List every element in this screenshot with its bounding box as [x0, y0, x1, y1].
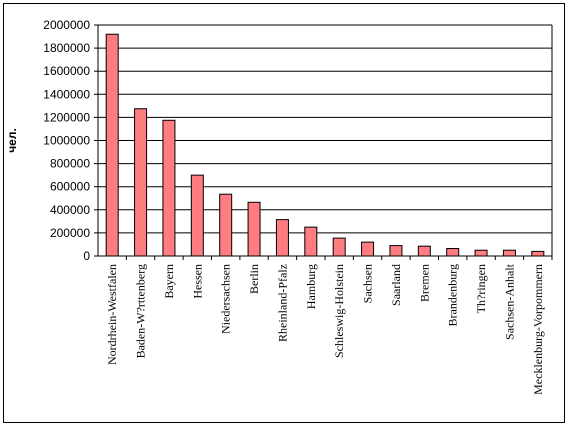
- bar: [502, 249, 516, 257]
- y-tick-label: 1600000: [43, 64, 90, 78]
- y-tick-label: 2000000: [43, 18, 90, 32]
- bar: [275, 219, 289, 257]
- x-tick-label: Th?ringen: [474, 264, 488, 313]
- bar: [134, 108, 148, 257]
- x-tick-label: Schleswig-Holstein: [332, 264, 346, 358]
- bar: [531, 250, 545, 257]
- bar: [361, 241, 375, 257]
- bars: [105, 33, 553, 260]
- x-tick-label: Hessen: [190, 264, 204, 299]
- y-tick-label: 400000: [50, 203, 90, 217]
- x-tick-label: Hamburg: [304, 264, 318, 309]
- x-tick-label: Sachsen: [361, 264, 375, 303]
- x-tick-label: Niedersachsen: [219, 264, 233, 334]
- y-tick-label: 1200000: [43, 110, 90, 124]
- x-tick-label: Baden-W?rttenberg: [134, 264, 148, 358]
- y-tick-label: 1000000: [43, 134, 90, 148]
- y-tick-label: 1800000: [43, 41, 90, 55]
- y-tick-label: 600000: [50, 180, 90, 194]
- bar: [304, 226, 318, 257]
- bar: [474, 249, 488, 257]
- x-tick-label: Sachsen-Anhalt: [502, 263, 516, 340]
- y-tick-label: 1400000: [43, 87, 90, 101]
- x-tick-label: Bremen: [417, 264, 431, 302]
- y-tick-label: 200000: [50, 226, 90, 240]
- x-tick-label: Rheinland-Pfalz: [275, 264, 289, 342]
- y-tick-label: 800000: [50, 157, 90, 171]
- chart-frame: [3, 3, 565, 423]
- bar: [105, 33, 119, 257]
- x-tick-label: Saarland: [389, 264, 403, 306]
- bar: [389, 245, 403, 257]
- x-tick-label: Mecklenburg-Vorpommern: [531, 264, 545, 395]
- x-tick-label: Bayern: [162, 264, 176, 299]
- bar: [417, 245, 431, 257]
- x-tick-label: Nordrhein-Westfalen: [105, 264, 119, 365]
- bar: [190, 174, 204, 257]
- bar: [332, 237, 346, 257]
- x-tick-label: Berlin: [247, 264, 261, 294]
- bar: [446, 247, 460, 257]
- y-tick-label: 0: [83, 249, 90, 263]
- bar: [219, 193, 233, 257]
- bar: [162, 119, 176, 257]
- x-tick-labels: Nordrhein-Westfalen Baden-W?rttenberg Baye…: [105, 263, 545, 395]
- x-tick-label: Brandenburg: [446, 264, 460, 326]
- bar: [247, 201, 261, 257]
- y-tick-labels: 0 200000 400000 600000 800000 1000000 1200000 1…: [43, 18, 90, 263]
- axes: [97, 25, 553, 257]
- y-axis-label: чел.: [5, 128, 19, 153]
